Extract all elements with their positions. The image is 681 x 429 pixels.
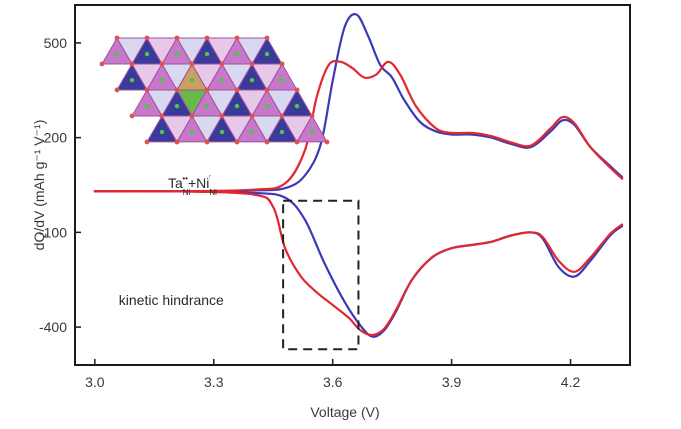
lattice-atom [219, 129, 225, 135]
lattice-atom [144, 139, 150, 145]
x-tick-label: 3.0 [85, 374, 105, 390]
lattice-atom [234, 51, 240, 57]
y-tick-label: -100 [39, 224, 67, 240]
lattice-atom [114, 51, 120, 57]
lattice-atom [294, 87, 300, 93]
lattice-atom [309, 113, 315, 119]
lattice-atom [264, 103, 270, 109]
lattice-atom [204, 139, 210, 145]
y-axis-title: dQ/dV (mAh g⁻¹ V⁻¹) [31, 120, 47, 251]
lattice-atom [159, 77, 165, 83]
lattice-atom [144, 35, 150, 41]
lattice-atom [249, 77, 255, 83]
inset-sub1: Ni [183, 188, 191, 197]
inset-ta: Ta [168, 175, 183, 191]
x-tick-label: 3.9 [442, 374, 462, 390]
lattice-atom [264, 35, 270, 41]
lattice-atom [249, 113, 255, 119]
series-0-branch-charge [93, 13, 624, 193]
lattice-atom [204, 35, 210, 41]
dashed-highlight-box [282, 199, 360, 351]
annotation-kinetic-hindrance: kinetic hindrance [119, 292, 224, 308]
lattice-atom [144, 51, 150, 57]
lattice-atom [114, 87, 120, 93]
x-tick-label: 3.3 [204, 374, 224, 390]
lattice-atom [114, 35, 120, 41]
inset-caption: TaNi••+NiNi′ [168, 174, 217, 197]
lattice-atom [234, 87, 240, 93]
x-axis-title: Voltage (V) [310, 404, 379, 420]
lattice-atom [129, 61, 135, 67]
x-axis-ticks: 3.0 3.3 3.6 3.9 4.2 [85, 359, 580, 390]
crystal-structure-inset [99, 35, 330, 145]
y-tick-label: -400 [39, 319, 67, 335]
series-1-branch-discharge [93, 189, 624, 337]
lattice-atom [264, 51, 270, 57]
lattice-atom [234, 139, 240, 145]
y-tick-label: 500 [44, 35, 68, 51]
x-tick-label: 3.6 [323, 374, 343, 390]
lattice-triangle [296, 114, 328, 143]
lattice-atom [204, 51, 210, 57]
lattice-atom [174, 51, 180, 57]
lattice-atom [129, 77, 135, 83]
lattice-atom [264, 87, 270, 93]
curves [93, 13, 624, 338]
inset-sup2: ′ [209, 174, 211, 183]
lattice-atom [99, 61, 105, 67]
x-tick-label: 4.2 [561, 374, 581, 390]
lattice-atom [144, 87, 150, 93]
lattice-atom [249, 61, 255, 67]
lattice-atom [279, 77, 285, 83]
lattice-atom [324, 139, 330, 145]
lattice-atom [174, 87, 180, 93]
y-tick-label: 200 [44, 130, 68, 146]
lattice-atom [189, 113, 195, 119]
lattice-atom [264, 139, 270, 145]
inset-plus-ni: +Ni [188, 175, 209, 191]
y-axis-ticks: -400 -100 200 500 [39, 35, 81, 335]
lattice-atom [234, 35, 240, 41]
lattice-atom [144, 103, 150, 109]
lattice-atom [219, 61, 225, 67]
series-1-branch-charge [93, 59, 624, 193]
lattice-atom [279, 113, 285, 119]
lattice-atom [189, 61, 195, 67]
lattice-atom [234, 103, 240, 109]
lattice-atom [174, 139, 180, 145]
lattice-atom [309, 129, 315, 135]
lattice-atom [204, 103, 210, 109]
lattice-atom [204, 87, 210, 93]
lattice-atom [219, 113, 225, 119]
lattice-atom [159, 113, 165, 119]
lattice-atom [189, 129, 195, 135]
lattice-atom [249, 129, 255, 135]
lattice-atom [174, 35, 180, 41]
lattice-atom [219, 77, 225, 83]
lattice-atom [279, 61, 285, 67]
lattice-atom [294, 139, 300, 145]
lattice-atom [159, 129, 165, 135]
lattice-atom [189, 77, 195, 83]
lattice-atom [129, 113, 135, 119]
lattice-atom [279, 129, 285, 135]
inset-sub2: Ni [209, 188, 217, 197]
inset-sup1: •• [182, 174, 188, 183]
plot-frame [74, 4, 631, 366]
lattice-atom [174, 103, 180, 109]
lattice-atom [294, 103, 300, 109]
lattice-atom [159, 61, 165, 67]
